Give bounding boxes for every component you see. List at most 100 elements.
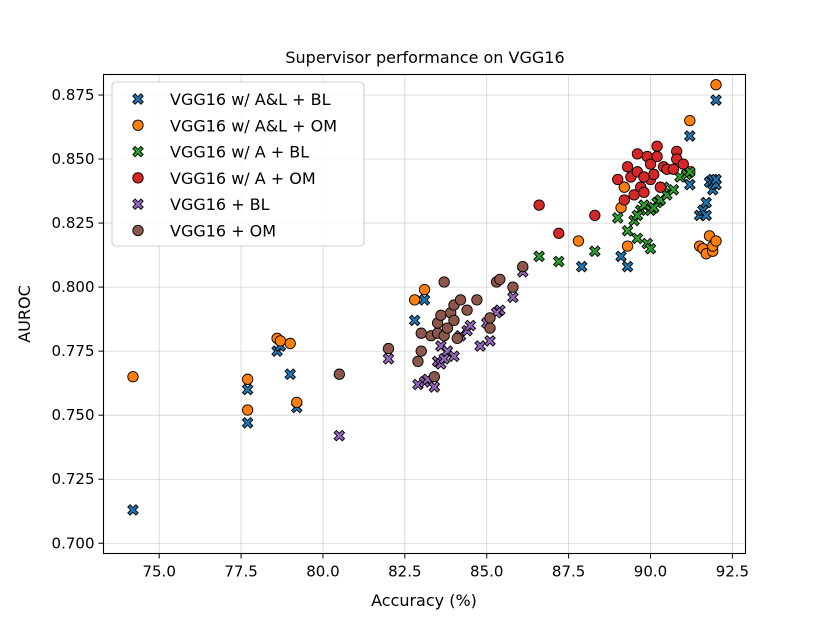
- data-point: [684, 114, 696, 127]
- data-point: [644, 158, 657, 170]
- data-point: [415, 327, 427, 339]
- legend-label: VGG16 w/ A + BL: [170, 143, 309, 162]
- data-point: [710, 235, 722, 247]
- data-point: [647, 201, 660, 214]
- data-point: [241, 404, 254, 416]
- legend-marker: [132, 119, 144, 131]
- x-tick-label: 85.0: [470, 563, 503, 581]
- data-point: [621, 260, 634, 273]
- data-point: [618, 194, 630, 206]
- data-point: [333, 429, 346, 442]
- data-point: [648, 168, 660, 181]
- x-tick-label: 80.0: [306, 563, 339, 581]
- data-point: [418, 284, 431, 296]
- legend-item: VGG16 w/ A + OM: [132, 169, 316, 188]
- x-tick-label: 82.5: [388, 563, 421, 581]
- data-point: [651, 150, 663, 163]
- series-3: [533, 166, 696, 268]
- data-point: [631, 232, 644, 245]
- series-6: [333, 260, 529, 383]
- data-point: [127, 371, 139, 383]
- legend-marker: [132, 93, 144, 105]
- data-point: [409, 294, 421, 306]
- data-point: [474, 340, 487, 352]
- data-point: [291, 396, 303, 409]
- data-point: [448, 350, 460, 363]
- data-point: [631, 209, 644, 222]
- x-tick-label: 77.5: [224, 563, 257, 581]
- data-point: [552, 255, 565, 268]
- data-point: [638, 186, 650, 198]
- data-point: [484, 322, 496, 334]
- data-point: [412, 355, 424, 368]
- data-point: [631, 148, 644, 160]
- legend-label: VGG16 w/ A + OM: [170, 169, 316, 188]
- data-point: [677, 158, 689, 170]
- legend-item: VGG16 w/ A&L + OM: [132, 116, 337, 135]
- legend-marker: [132, 172, 144, 184]
- data-points: [127, 79, 722, 516]
- data-point: [618, 181, 630, 193]
- data-point: [553, 227, 565, 239]
- data-point: [241, 373, 254, 385]
- series-2: [127, 79, 722, 416]
- data-point: [621, 240, 634, 252]
- data-point: [507, 281, 519, 293]
- legend-item: VGG16 w/ A + BL: [132, 143, 309, 162]
- data-point: [644, 242, 657, 255]
- data-point: [667, 183, 680, 196]
- data-point: [654, 181, 666, 193]
- data-point: [241, 383, 254, 396]
- y-axis-label: AUROC: [15, 285, 34, 343]
- data-point: [451, 332, 463, 344]
- data-point: [638, 171, 650, 183]
- data-point: [533, 250, 545, 263]
- data-point: [241, 417, 254, 429]
- data-point: [435, 309, 447, 321]
- data-point: [710, 173, 722, 186]
- data-point: [333, 368, 345, 380]
- legend-label: VGG16 + OM: [170, 222, 276, 241]
- legend: VGG16 w/ A&L + BL VGG16 w/ A&L + OM VGG16 …: [111, 81, 365, 247]
- legend-marker: [132, 198, 144, 211]
- data-point: [448, 314, 460, 327]
- data-point: [274, 335, 287, 347]
- data-point: [438, 276, 450, 288]
- data-point: [588, 245, 601, 258]
- data-point: [612, 173, 624, 186]
- data-point: [494, 273, 506, 286]
- y-tick-label: 0.800: [52, 278, 95, 296]
- legend-label: VGG16 w/ A&L + OM: [170, 116, 337, 135]
- data-point: [683, 166, 696, 178]
- y-tick-label: 0.875: [52, 86, 95, 104]
- data-point: [127, 504, 139, 516]
- x-tick-label: 90.0: [634, 563, 667, 581]
- y-tick-label: 0.700: [52, 534, 95, 552]
- legend-item: VGG16 + BL: [132, 195, 270, 214]
- data-point: [464, 319, 477, 332]
- data-point: [589, 209, 601, 222]
- data-point: [382, 352, 395, 365]
- data-point: [484, 335, 496, 347]
- y-tick-label: 0.750: [52, 406, 95, 424]
- data-point: [382, 342, 395, 355]
- y-tick-label: 0.850: [52, 150, 95, 168]
- data-point: [408, 314, 421, 327]
- data-point: [441, 322, 454, 334]
- data-point: [284, 337, 296, 350]
- data-point: [533, 199, 545, 211]
- data-point: [461, 304, 473, 316]
- data-point: [484, 312, 496, 324]
- data-point: [667, 163, 680, 175]
- chart-title: Supervisor performance on VGG16: [285, 48, 564, 67]
- data-point: [517, 260, 529, 273]
- x-tick-label: 75.0: [142, 563, 175, 581]
- legend-marker: [132, 224, 144, 237]
- data-point: [621, 161, 634, 173]
- legend-label: VGG16 w/ A&L + BL: [170, 90, 331, 109]
- data-point: [710, 79, 722, 91]
- data-point: [710, 94, 722, 106]
- y-tick-label: 0.725: [52, 470, 95, 488]
- data-point: [683, 178, 696, 191]
